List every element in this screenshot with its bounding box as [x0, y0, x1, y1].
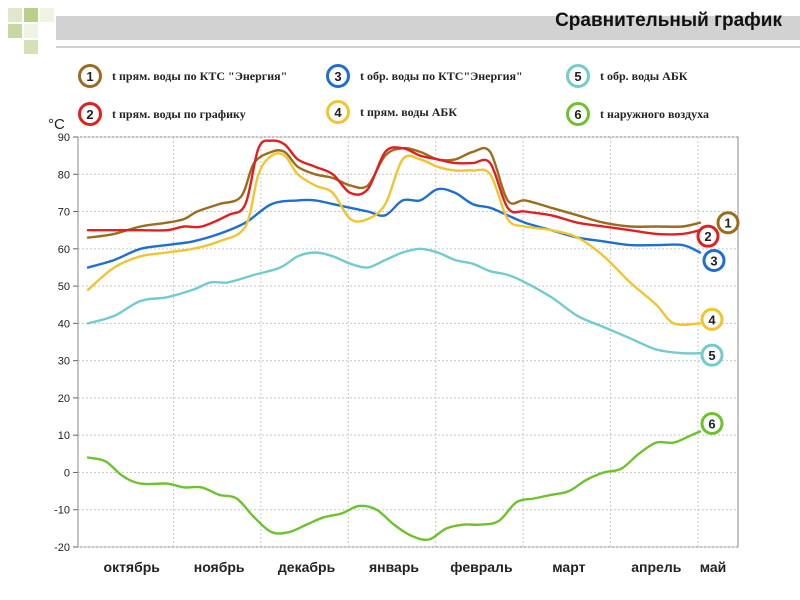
legend-label-2: t прям. воды по графику [112, 106, 246, 121]
legend-badge-6: 6 [566, 102, 590, 126]
series-end-label-1: 1 [724, 216, 731, 231]
y-tick-label: 50 [58, 281, 70, 293]
legend-item-3: 3 t обр. воды по КТС"Энергия" [326, 64, 523, 88]
series-end-marker-4 [700, 307, 724, 331]
y-tick-label: 60 [58, 244, 70, 256]
page-title: Сравнительный график [555, 10, 782, 31]
series-end-label-2: 2 [704, 229, 711, 244]
x-tick-label: май [700, 559, 727, 575]
x-tick-label: февраль [450, 559, 513, 575]
series-end-marker-2 [696, 224, 720, 248]
decor-square [24, 8, 38, 22]
y-tick-label: 40 [58, 318, 70, 330]
y-tick-label: -10 [54, 505, 70, 517]
legend-item-5: 5 t обр. воды АБК [566, 64, 687, 88]
series-line-3 [86, 187, 702, 269]
series-line-6 [86, 430, 702, 542]
plot-area [77, 136, 739, 548]
x-tick-label: январь [369, 559, 419, 575]
x-tick-label: октябрь [104, 559, 161, 575]
series-end-label-6: 6 [708, 416, 715, 431]
series-end-marker-1 [716, 211, 740, 235]
series-line-4 [86, 152, 702, 326]
series-end-marker-3 [702, 249, 726, 273]
series-line-2 [86, 139, 702, 236]
x-tick-label: март [552, 559, 585, 575]
decor-square [24, 40, 38, 54]
y-tick-label: 80 [58, 169, 70, 181]
y-tick-label: 90 [58, 132, 70, 144]
legend-label-6: t наружного воздуха [600, 106, 709, 121]
y-tick-label: 70 [58, 207, 70, 219]
legend-label-3: t обр. воды по КТС"Энергия" [360, 68, 523, 83]
legend-item-4: 4 t прям. воды АБК [326, 100, 457, 124]
legend-badge-3: 3 [326, 64, 350, 88]
legend-badge-4: 4 [326, 100, 350, 124]
legend-label-1: t прям. воды по КТС "Энергия" [112, 68, 288, 83]
series-end-marker-5 [700, 343, 724, 367]
legend-badge-5: 5 [566, 64, 590, 88]
legend-item-2: 2 t прям. воды по графику [78, 102, 246, 126]
y-tick-label: 20 [58, 393, 70, 405]
decor-square [40, 8, 54, 22]
y-tick-label: -20 [54, 542, 70, 554]
legend-badge-1: 1 [78, 64, 102, 88]
legend-badge-2: 2 [78, 102, 102, 126]
legend-item-1: 1 t прям. воды по КТС "Энергия" [78, 64, 287, 88]
series-end-label-4: 4 [708, 312, 716, 327]
legend-label-5: t обр. воды АБК [600, 68, 688, 83]
title-divider [56, 46, 800, 48]
series-line-5 [86, 247, 702, 355]
y-tick-label: 0 [64, 467, 70, 479]
legend-item-6: 6 t наружного воздуха [566, 102, 709, 126]
title-bar [56, 16, 800, 40]
series-end-label-3: 3 [710, 254, 717, 269]
y-tick-label: 10 [58, 430, 70, 442]
x-tick-label: ноябрь [194, 559, 245, 575]
y-tick-label: 30 [58, 356, 70, 368]
series-end-label-5: 5 [708, 348, 715, 363]
series-end-marker-6 [700, 411, 724, 435]
decor-square [8, 8, 22, 22]
decor-square [8, 24, 22, 38]
x-tick-label: апрель [631, 559, 681, 575]
y-axis-label: °C [48, 116, 65, 133]
legend-label-4: t прям. воды АБК [360, 104, 458, 119]
decor-square [24, 24, 38, 38]
x-tick-label: декабрь [278, 559, 336, 575]
